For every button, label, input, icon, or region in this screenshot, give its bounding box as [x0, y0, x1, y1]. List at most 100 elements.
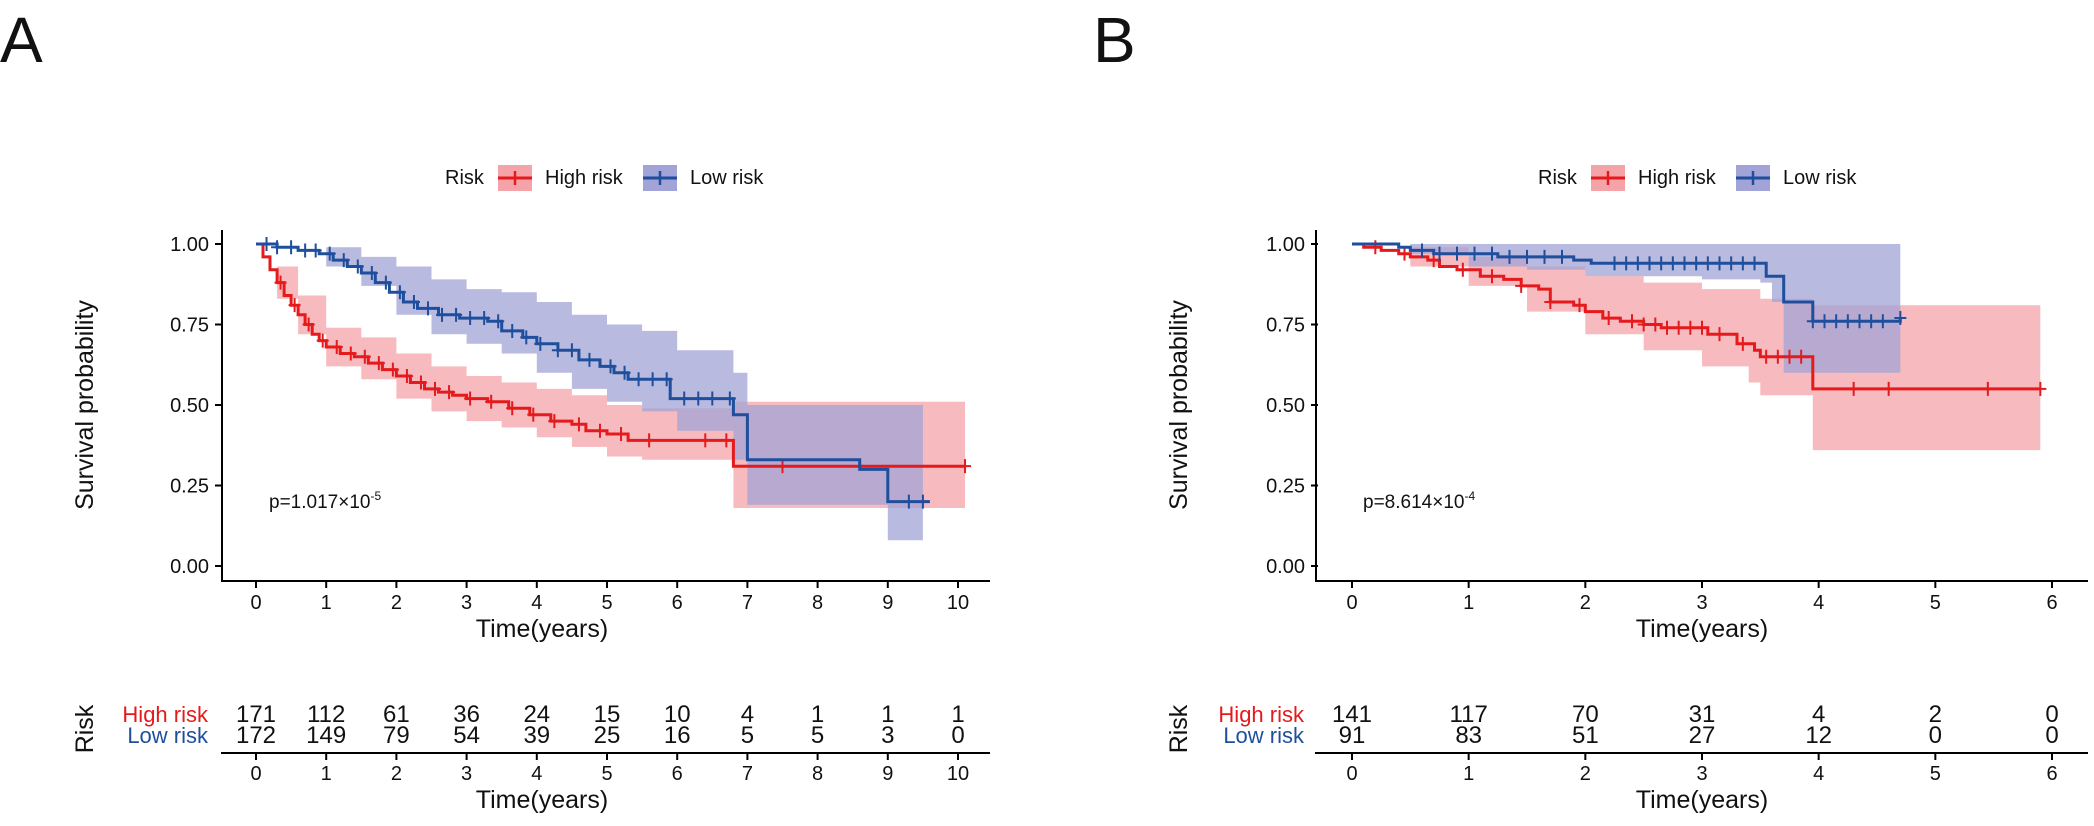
y-axis-title: Survival probability	[1165, 300, 1193, 510]
risk-x-tick-label: 10	[947, 763, 969, 785]
censor-mark-low	[421, 301, 434, 316]
censor-mark-high	[358, 349, 371, 364]
risk-x-tick-label: 1	[321, 763, 332, 785]
risk-count: 141	[1332, 701, 1372, 728]
censor-mark-high	[1573, 298, 1586, 313]
p-exponent: -5	[370, 489, 381, 503]
risk-count: 0	[2045, 722, 2058, 749]
risk-count: 54	[453, 722, 480, 749]
censor-mark-low	[1521, 249, 1533, 264]
risk-row-label-high: High risk	[122, 702, 209, 727]
censor-mark-low	[1666, 256, 1679, 271]
legend-title: Risk	[1538, 167, 1578, 189]
risk-count: 79	[383, 722, 410, 749]
censor-mark-low	[506, 323, 519, 338]
censor-mark-high	[593, 423, 606, 438]
ci-band-high	[1352, 244, 2041, 451]
risk-x-tick-label: 5	[601, 763, 612, 785]
x-tick-label: 0	[250, 592, 261, 614]
censor-mark-low	[1713, 256, 1726, 271]
risk-table-title: Risk	[71, 704, 99, 753]
censor-mark-low	[604, 359, 617, 374]
censor-mark-low	[1631, 256, 1644, 271]
risk-row-label-low: Low risk	[127, 723, 209, 748]
x-tick-label: 10	[947, 592, 969, 614]
x-tick-label: 1	[1463, 592, 1474, 614]
censor-mark-high	[1847, 381, 1860, 396]
risk-count: 0	[2045, 701, 2058, 728]
censor-mark-low	[723, 391, 736, 406]
censor-mark-high	[959, 459, 972, 474]
panel-label-a: A	[0, 4, 43, 76]
x-axis-title: Time(years)	[1636, 615, 1768, 643]
panel-a: Risk High risk Low risk 0.00 0.25 0.50 0.75…	[71, 165, 990, 814]
censor-mark-low	[285, 240, 298, 255]
censor-mark-low	[583, 352, 596, 367]
y-tick-label: 0.50	[170, 395, 209, 417]
censor-mark-high	[1713, 327, 1726, 342]
censor-mark-low	[337, 253, 350, 268]
legend-low-label: Low risk	[690, 167, 764, 189]
censor-mark-high	[1369, 240, 1382, 255]
censor-mark-low	[916, 494, 929, 509]
censor-mark-low	[1643, 256, 1656, 271]
censor-mark-high	[506, 401, 519, 416]
censor-mark-high	[643, 433, 656, 448]
panel-b: Risk High risk Low risk 0.00 0.25 0.50 0.75…	[1165, 165, 2088, 814]
censor-mark-high	[1981, 381, 1994, 396]
censor-mark-low	[1865, 314, 1878, 329]
censor-mark-high	[1486, 269, 1498, 284]
y-tick-label: 0.00	[170, 556, 209, 578]
censor-mark-high	[1637, 317, 1650, 332]
risk-x-tick-label: 4	[531, 763, 542, 785]
censor-mark-low	[379, 275, 392, 290]
risk-x-tick-label: 6	[2046, 763, 2057, 785]
x-tick-label: 1	[321, 592, 332, 614]
censor-mark-high	[1684, 320, 1697, 335]
censor-mark-high	[1456, 262, 1469, 277]
risk-count: 36	[453, 701, 480, 728]
censor-mark-high	[485, 394, 498, 409]
censor-mark-low	[1620, 256, 1633, 271]
censor-mark-high	[699, 433, 712, 448]
tick-group-a: 0.00 0.25 0.50 0.75 1.00 0 1 2 3 4 5 6 7 8 9 10	[170, 234, 969, 614]
censor-mark-high	[1398, 246, 1411, 261]
censor-mark-low	[323, 246, 336, 261]
censor-mark-low	[436, 307, 449, 322]
risk-count: 112	[307, 701, 345, 728]
risk-count: 172	[236, 722, 276, 749]
censor-mark-high	[1626, 314, 1638, 329]
censor-mark-low	[520, 330, 533, 345]
risk-x-tick-label: 5	[1930, 763, 1941, 785]
censor-mark-low	[1818, 314, 1831, 329]
risk-count: 4	[741, 701, 754, 728]
p-mantissa: 1.017	[291, 492, 339, 513]
censor-mark-low	[1725, 256, 1738, 271]
censor-mark-low	[1556, 249, 1568, 264]
survival-curve-low	[1352, 242, 1902, 323]
risk-count: 171	[236, 701, 276, 728]
risk-x-tick-label: 4	[1813, 763, 1824, 785]
censor-mark-low	[1608, 256, 1621, 271]
censor-mark-low	[618, 365, 631, 380]
censor-mark-high	[776, 459, 789, 474]
censor-mark-high	[274, 275, 287, 290]
risk-count: 15	[594, 701, 621, 728]
censor-mark-high	[572, 417, 585, 432]
x-tick-label: 3	[1696, 592, 1707, 614]
censor-mark-low	[1655, 256, 1668, 271]
censor-mark-low	[1433, 246, 1446, 261]
risk-count: 27	[1689, 722, 1716, 749]
censor-mark-low	[646, 372, 659, 387]
censor-mark-low	[1841, 314, 1854, 329]
censor-mark-high	[527, 407, 540, 422]
censor-mark-low	[551, 343, 564, 358]
censor-mark-high	[2034, 381, 2047, 396]
risk-x-tick-label: 8	[812, 763, 823, 785]
censor-mark-high	[288, 298, 301, 313]
risk-row-label-high: High risk	[1218, 702, 1305, 727]
censor-mark-low	[478, 311, 491, 326]
risk-row-label-low: Low risk	[1223, 723, 1305, 748]
risk-count: 16	[664, 722, 691, 749]
legend-title: Risk	[445, 167, 485, 189]
